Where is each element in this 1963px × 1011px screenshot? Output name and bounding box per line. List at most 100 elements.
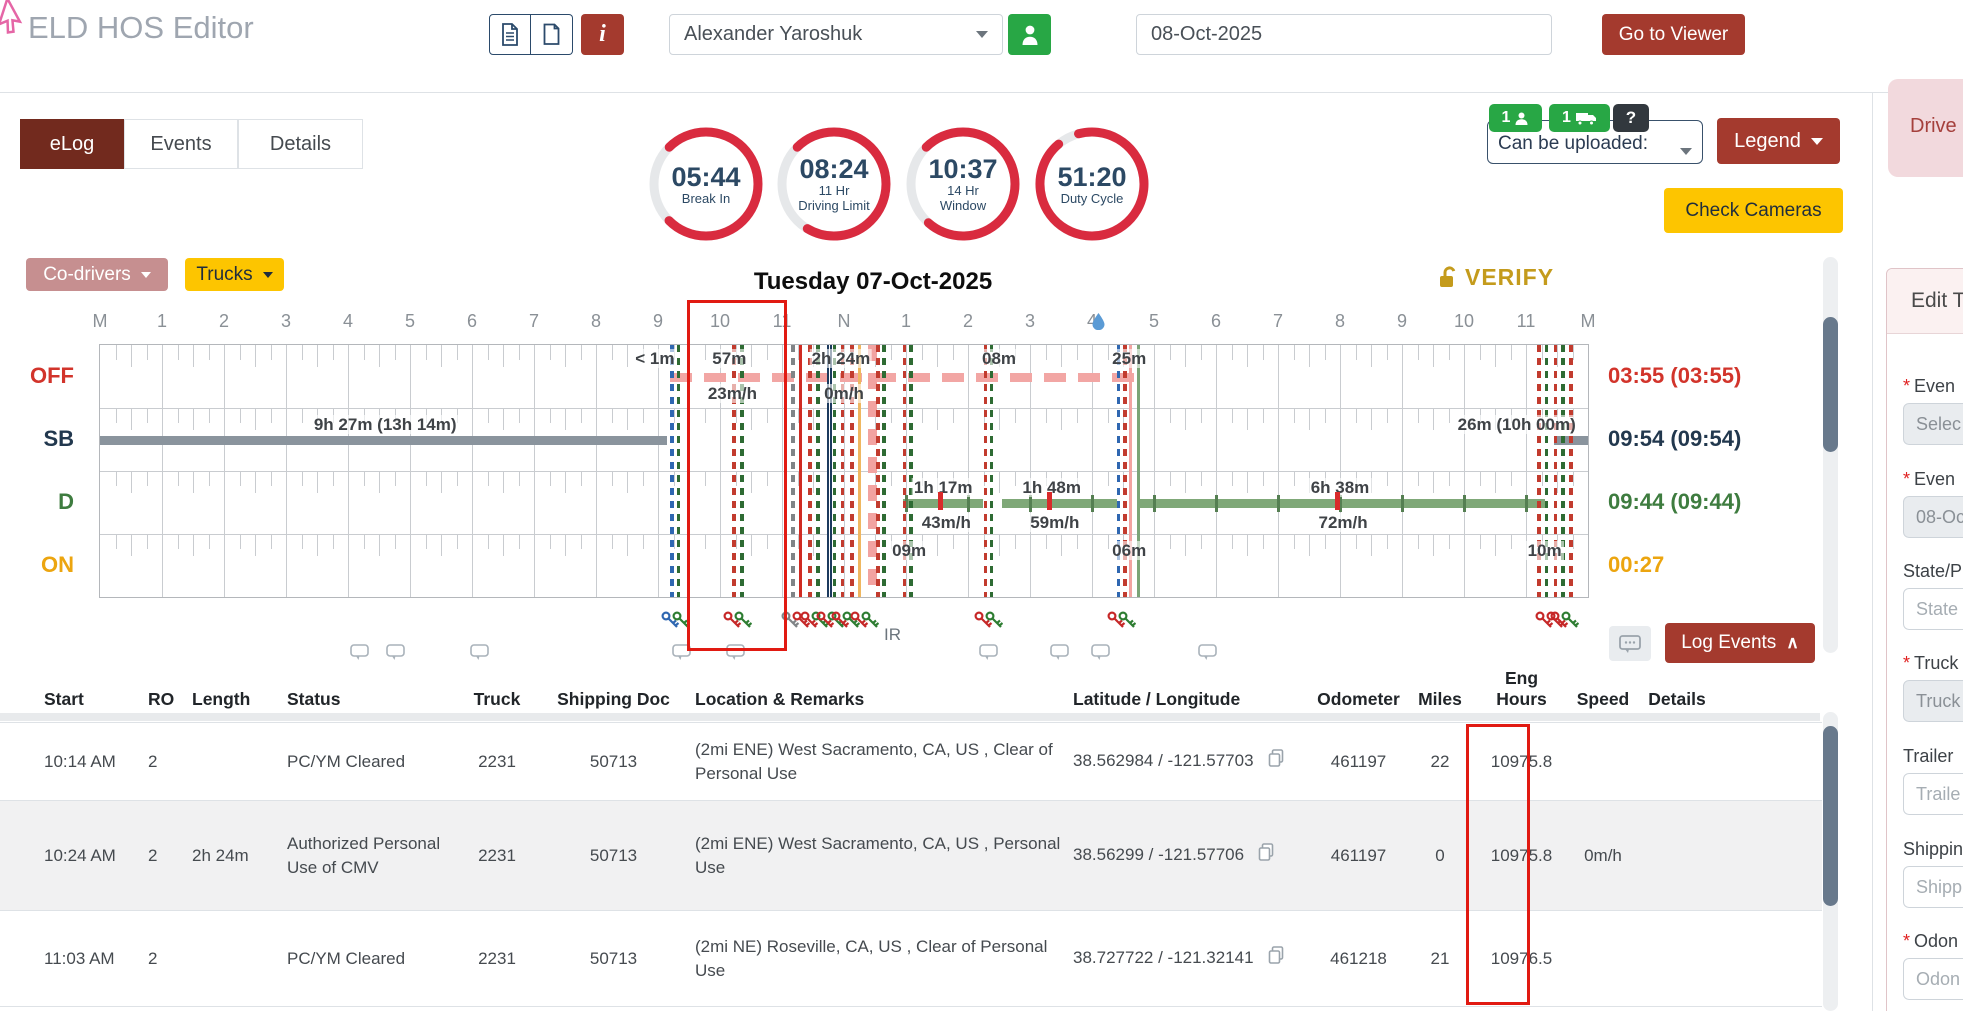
chart-scrollbar[interactable] [1823, 257, 1838, 653]
edit-field-label-3: * Truck [1903, 653, 1958, 674]
key-icon[interactable] [1106, 610, 1137, 634]
go-to-viewer-button[interactable]: Go to Viewer [1602, 14, 1745, 55]
column-header-odometer[interactable]: Odometer [1317, 689, 1400, 709]
grid-tick [456, 471, 458, 486]
duty-segment [1002, 499, 1117, 508]
check-cameras-button[interactable]: Check Cameras [1664, 188, 1843, 233]
grid-tick [1045, 345, 1047, 360]
grid-tick [1185, 345, 1186, 367]
comment-bubble-icon[interactable] [672, 644, 692, 661]
edit-field-input-0[interactable]: Selec [1903, 403, 1963, 445]
driver-select[interactable]: Alexander Yaroshuk [669, 14, 1003, 55]
blank-document-button[interactable] [531, 14, 573, 55]
edit-field-input-3[interactable]: Truck [1903, 680, 1963, 722]
comment-bubble-icon[interactable] [470, 644, 490, 661]
grid-tick [1045, 408, 1047, 423]
edit-field-input-1[interactable]: 08-Oc [1903, 496, 1963, 538]
hour-label: 1 [156, 311, 168, 331]
info-button[interactable]: i [581, 14, 624, 55]
grid-hour-line [968, 345, 969, 597]
key-icon[interactable] [1549, 610, 1580, 634]
key-icon[interactable] [849, 610, 879, 634]
key-icon[interactable] [799, 610, 830, 634]
hour-label: 7 [1272, 311, 1284, 331]
verify-label: VERIFY [1465, 264, 1555, 290]
help-badge[interactable]: ? [1613, 104, 1649, 132]
required-asterisk: * [1903, 653, 1911, 673]
hour-label: 11 [1516, 311, 1536, 331]
edit-field-label-1: * Even [1903, 469, 1955, 490]
table-scrollbar[interactable] [1823, 712, 1838, 1011]
comment-bubble-icon[interactable] [726, 644, 746, 661]
comment-bubble-icon[interactable] [979, 644, 999, 661]
tab-elog[interactable]: eLog [20, 119, 124, 169]
date-input[interactable]: 08-Oct-2025 [1136, 14, 1552, 55]
key-icon[interactable] [722, 610, 752, 634]
edit-field-input-4[interactable]: Traile [1903, 773, 1963, 815]
column-header-ro[interactable]: RO [148, 689, 175, 709]
edit-field-input-6[interactable]: Odon [1903, 958, 1963, 1000]
drive-panel[interactable]: Drive [1888, 79, 1963, 177]
comment-bubble-icon[interactable] [1091, 644, 1111, 661]
column-header-speed[interactable]: Speed [1576, 689, 1630, 709]
co-drivers-dropdown[interactable]: Co-drivers [26, 258, 168, 291]
comment-bubble-icon[interactable] [1050, 644, 1070, 661]
legend-button[interactable]: Legend [1717, 118, 1840, 164]
grid-tick [797, 471, 799, 486]
grid-tick [239, 471, 241, 486]
hour-label: 5 [404, 311, 416, 331]
grid-frame [99, 344, 1589, 598]
gauge-3: 51:20 Duty Cycle [1028, 120, 1156, 248]
comment-bubble-icon[interactable] [350, 644, 370, 661]
copy-icon[interactable] [1268, 946, 1284, 971]
table-row[interactable]: 10:14 AM 2 PC/YM Cleared 2231 50713 (2mi ENE)… [0, 722, 1822, 800]
column-header-latitude-longitude[interactable]: Latitude / Longitude [1073, 689, 1241, 709]
column-header-miles[interactable]: Miles [1418, 689, 1462, 709]
grid-tick [1324, 345, 1326, 360]
table-scrollbar-thumb[interactable] [1823, 726, 1838, 906]
key-icon[interactable] [973, 610, 1003, 634]
copy-icon[interactable] [1268, 749, 1284, 774]
copy-icon[interactable] [1258, 843, 1274, 868]
grid-tick [704, 408, 706, 423]
column-header-start[interactable]: Start [44, 689, 84, 709]
comment-bubble-icon[interactable] [386, 644, 406, 661]
trucks-dropdown[interactable]: Trucks [185, 258, 284, 291]
comment-bubble-icon[interactable] [1198, 644, 1218, 661]
grid-tick [441, 534, 442, 556]
tab-details[interactable]: Details [238, 119, 363, 169]
grid-tick [627, 408, 628, 430]
column-header-eng-hours[interactable]: Eng Hours [1496, 668, 1547, 709]
grid-tick [1061, 408, 1062, 430]
column-header-status[interactable]: Status [287, 689, 341, 709]
column-header-details[interactable]: Details [1648, 689, 1706, 709]
table-row[interactable]: 10:24 AM 2 2h 24m Authorized Personal Use o… [0, 800, 1822, 910]
column-header-shipping-doc[interactable]: Shipping Doc [557, 689, 670, 709]
tab-events[interactable]: Events [124, 119, 238, 169]
event-line [799, 345, 803, 597]
comments-button[interactable] [1609, 626, 1651, 661]
edit-field-label-2: State/P [1903, 561, 1962, 582]
log-events-toggle-button[interactable]: Log Events ∧ [1665, 623, 1815, 663]
grid-tick [131, 471, 132, 493]
edit-field-input-2[interactable]: State [1903, 588, 1963, 630]
hour-label: 10 [709, 311, 731, 331]
gauge-value: 08:24 [799, 154, 869, 184]
column-header-length[interactable]: Length [192, 689, 251, 709]
event-line [676, 345, 681, 597]
grid-tick [301, 345, 303, 360]
report-document-button[interactable] [489, 14, 531, 55]
key-icon[interactable] [660, 610, 690, 634]
verify-button[interactable]: VERIFY [1438, 264, 1554, 291]
grid-tick [611, 471, 613, 486]
gauge-ring [649, 127, 763, 241]
chart-scrollbar-thumb[interactable] [1823, 317, 1838, 452]
column-header-location-remarks[interactable]: Location & Remarks [695, 689, 865, 709]
grid-tick [332, 471, 334, 486]
table-row[interactable]: 11:03 AM 2 PC/YM Cleared 2231 50713 (2mi NE) … [0, 910, 1822, 1006]
header-divider [0, 92, 1963, 93]
column-header-truck[interactable]: Truck [473, 689, 521, 709]
add-driver-button[interactable] [1008, 14, 1051, 55]
edit-field-input-5[interactable]: Shipp [1903, 866, 1963, 908]
